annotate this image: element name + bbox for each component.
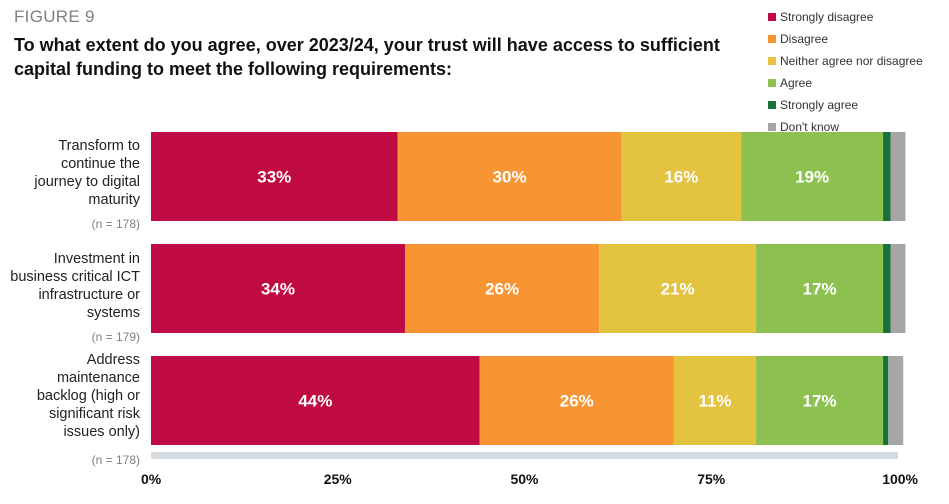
sample-size-label: (n = 179) bbox=[91, 330, 140, 344]
data-label: 19% bbox=[795, 168, 829, 187]
category-label-line: Address bbox=[86, 352, 140, 368]
bar-segment bbox=[151, 132, 398, 221]
legend-swatch bbox=[768, 57, 776, 65]
category-label: Address maintenance backlog (high or signif… bbox=[0, 351, 140, 441]
bar-segment bbox=[741, 132, 884, 221]
category-label-line: significant risk bbox=[48, 406, 140, 422]
bar-segment bbox=[883, 244, 891, 333]
legend-item: Agree bbox=[768, 72, 923, 94]
data-label: 34% bbox=[261, 280, 295, 299]
x-tick-label: 25% bbox=[324, 471, 353, 487]
axis-band bbox=[151, 452, 898, 459]
sample-size-label: (n = 178) bbox=[91, 217, 140, 231]
category-label: Investment in business critical ICT infras… bbox=[0, 250, 140, 322]
legend-label: Strongly agree bbox=[780, 98, 859, 112]
legend: Strongly disagree Disagree Neither agree n… bbox=[768, 6, 923, 138]
category-label: Transform to continue the journey to digit… bbox=[0, 137, 140, 209]
legend-item: Don't know bbox=[768, 116, 923, 138]
legend-item: Strongly disagree bbox=[768, 6, 923, 28]
bar-segment bbox=[621, 132, 742, 221]
bar-segment bbox=[151, 244, 405, 333]
category-label-line: continue the bbox=[60, 156, 140, 172]
x-tick-label: 75% bbox=[697, 471, 726, 487]
category-label-line: infrastructure or bbox=[38, 287, 140, 303]
bar-segment bbox=[888, 356, 904, 445]
x-tick-label: 0% bbox=[141, 471, 162, 487]
bar-segment bbox=[599, 244, 757, 333]
data-label: 21% bbox=[661, 280, 695, 299]
figure-label: FIGURE 9 bbox=[14, 7, 95, 26]
data-label: 33% bbox=[257, 168, 291, 187]
bar-segment bbox=[673, 356, 757, 445]
category-label-line: Investment in bbox=[53, 251, 140, 267]
data-label: 11% bbox=[698, 392, 731, 411]
legend-swatch bbox=[768, 35, 776, 43]
legend-swatch bbox=[768, 79, 776, 87]
data-label: 44% bbox=[298, 392, 332, 411]
legend-item: Disagree bbox=[768, 28, 923, 50]
category-label-line: journey to digital bbox=[34, 174, 140, 190]
legend-label: Strongly disagree bbox=[780, 10, 874, 24]
category-label-line: maintenance bbox=[56, 370, 140, 386]
legend-swatch bbox=[768, 13, 776, 21]
data-label: 17% bbox=[803, 392, 837, 411]
category-label-line: issues only) bbox=[63, 424, 140, 440]
chart-title: To what extent do you agree, over 2023/2… bbox=[14, 35, 720, 79]
legend-item: Neither agree nor disagree bbox=[768, 50, 923, 72]
legend-item: Strongly agree bbox=[768, 94, 923, 116]
legend-swatch bbox=[768, 123, 776, 131]
data-label: 17% bbox=[803, 280, 837, 299]
bar-segment bbox=[883, 132, 891, 221]
category-label-line: maturity bbox=[88, 192, 140, 208]
data-label: 26% bbox=[560, 392, 594, 411]
legend-label: Don't know bbox=[780, 120, 839, 134]
category-label-line: backlog (high or bbox=[36, 388, 140, 404]
data-label: 30% bbox=[493, 168, 527, 187]
bar-segment bbox=[890, 132, 906, 221]
bar-segment bbox=[890, 244, 906, 333]
category-label-line: business critical ICT bbox=[10, 269, 140, 285]
bar-segment bbox=[404, 244, 600, 333]
legend-label: Disagree bbox=[780, 32, 829, 46]
bar-segment bbox=[479, 356, 674, 445]
data-label: 26% bbox=[485, 280, 519, 299]
data-label: 16% bbox=[664, 168, 698, 187]
bar-segment bbox=[756, 244, 884, 333]
legend-swatch bbox=[768, 101, 776, 109]
bar-segment bbox=[756, 356, 884, 445]
legend-label: Agree bbox=[780, 76, 813, 90]
bar-segment bbox=[883, 356, 889, 445]
category-label-line: Transform to bbox=[58, 138, 140, 154]
bar-segment bbox=[397, 132, 622, 221]
legend-label: Neither agree nor disagree bbox=[780, 54, 923, 68]
x-tick-label: 100% bbox=[882, 471, 918, 487]
sample-size-label: (n = 178) bbox=[91, 453, 140, 467]
bar-segment bbox=[151, 356, 480, 445]
category-label-line: systems bbox=[86, 305, 140, 321]
x-tick-label: 50% bbox=[510, 471, 539, 487]
